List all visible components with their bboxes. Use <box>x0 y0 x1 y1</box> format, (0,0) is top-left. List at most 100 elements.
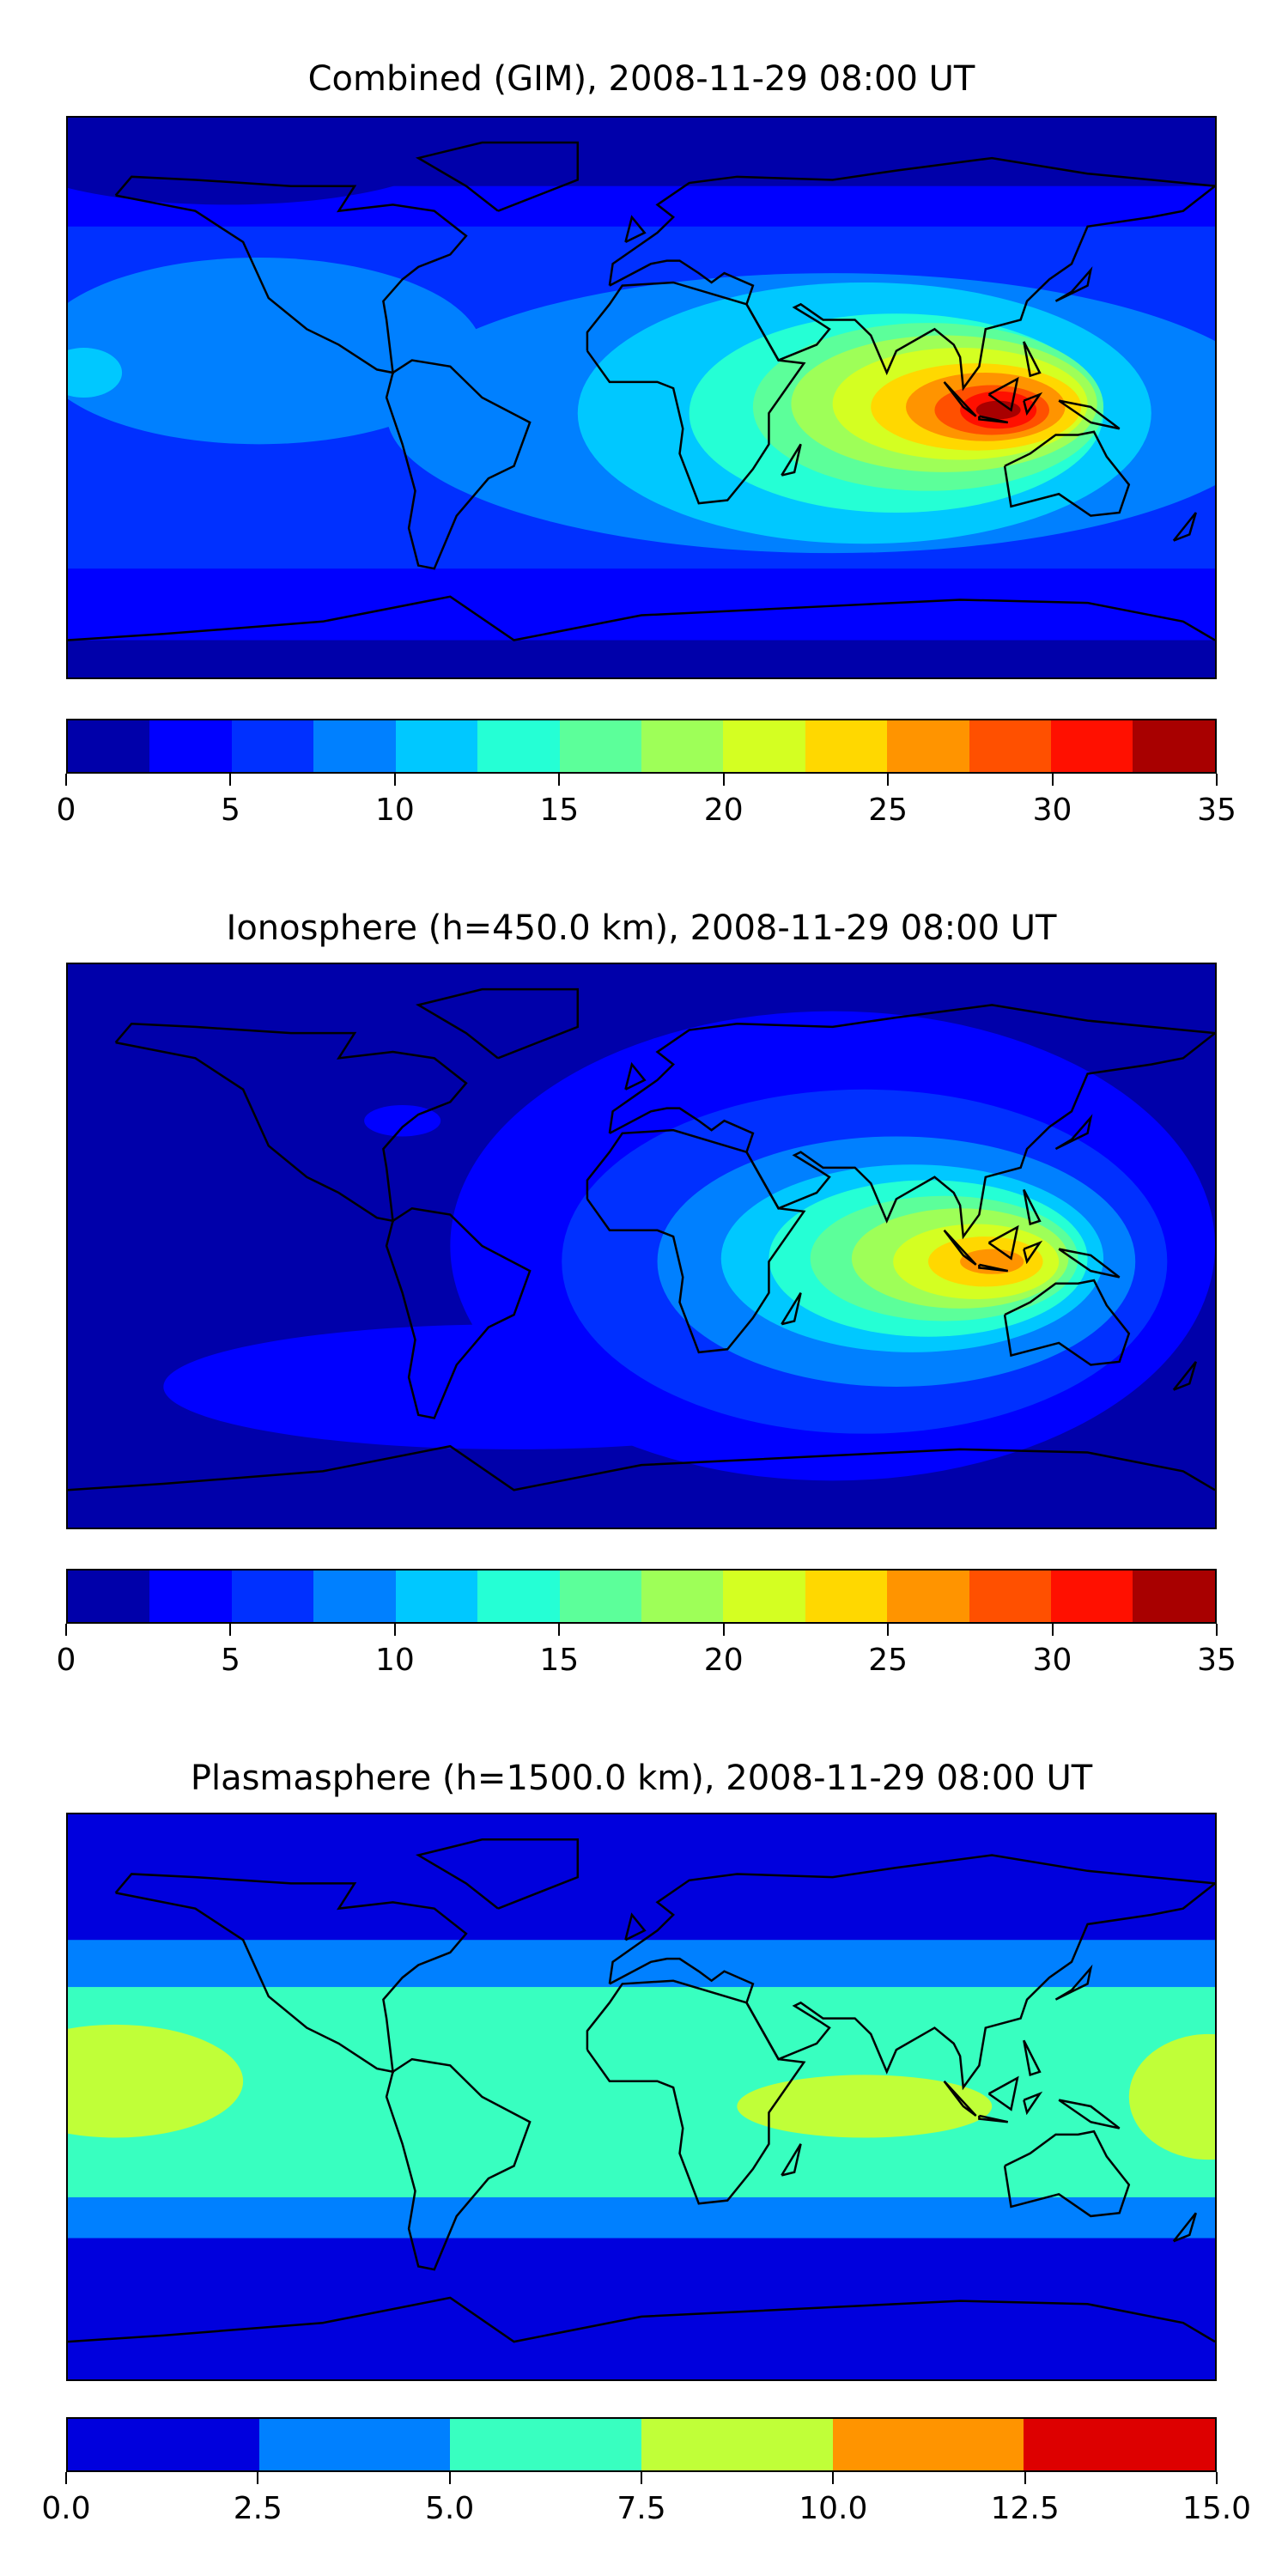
colorbar-segment <box>805 720 888 772</box>
coastline <box>116 1024 466 1221</box>
colorbar-tick-label: 35 <box>1197 1643 1236 1678</box>
colorbar-tick-label: 15 <box>539 1643 580 1678</box>
colorbar-tick-label: 20 <box>703 793 744 828</box>
coastline <box>1005 432 1129 516</box>
coastline <box>610 1005 1215 1236</box>
coastline <box>989 1227 1018 1258</box>
panel-3-colorbar <box>66 2417 1217 2472</box>
colorbar-segment <box>258 2419 451 2470</box>
colorbar-tick-label: 25 <box>868 1643 908 1678</box>
contour-level-10 <box>960 1249 1024 1274</box>
panel-1-colorbar-ticks: 0 5 10 15 20 25 30 35 <box>57 774 1236 842</box>
colorbar-segment <box>641 720 724 772</box>
colorbar-segment <box>641 1571 724 1622</box>
colorbar-segment <box>559 1571 641 1622</box>
coastline <box>979 2116 1007 2122</box>
colorbar-segment <box>313 1571 396 1622</box>
colorbar-segment <box>1133 720 1215 772</box>
colorbar-tick-label: 5 <box>220 793 240 828</box>
coastline <box>945 1230 976 1265</box>
colorbar-tick <box>1051 1624 1054 1636</box>
panel-1-map <box>66 116 1217 679</box>
colorbar-tick-label: 5.0 <box>425 2491 475 2526</box>
colorbar-segment <box>723 720 805 772</box>
colorbar-segment <box>313 720 396 772</box>
colorbar-tick-label: 0.0 <box>41 2491 91 2526</box>
coastline <box>386 2059 530 2269</box>
colorbar-segment <box>231 1571 314 1622</box>
colorbar-segment <box>887 1571 969 1622</box>
coastline <box>1174 1362 1196 1390</box>
coastline <box>1174 2213 1196 2241</box>
contour-level-3 <box>737 2075 993 2138</box>
contour-level-2 <box>68 1987 1215 2197</box>
colorbar-tick <box>1216 1624 1218 1636</box>
colorbar-tick-label: 7.5 <box>617 2491 666 2526</box>
coastline <box>1005 2131 1129 2216</box>
panel-1-title: Combined (GIM), 2008-11-29 08:00 UT <box>307 59 975 99</box>
map-svg <box>68 118 1215 677</box>
coastline <box>625 1065 644 1090</box>
coastline <box>1055 1118 1091 1149</box>
coastline <box>989 379 1018 410</box>
colorbar-tick <box>65 2472 67 2484</box>
coastline <box>781 1293 800 1324</box>
colorbar-tick <box>257 2472 259 2484</box>
coastline <box>386 1208 530 1418</box>
coastline <box>587 283 804 503</box>
map-svg <box>68 964 1215 1528</box>
coastline <box>945 2081 976 2116</box>
coastline <box>781 444 800 475</box>
colorbar-tick-label: 25 <box>868 793 908 828</box>
colorbar-tick-label: 15.0 <box>1182 2491 1252 2526</box>
colorbar-segment <box>1051 1571 1133 1622</box>
coastline <box>418 989 578 1058</box>
colorbar-tick <box>722 774 725 786</box>
coastline <box>610 1856 1215 2088</box>
colorbar-tick <box>641 2472 642 2484</box>
colorbar-tick <box>65 1624 67 1636</box>
colorbar-segment <box>641 2419 833 2470</box>
coastline <box>1055 1968 1091 2000</box>
coastline <box>945 382 976 416</box>
panel-2-colorbar-ticks: 0 5 10 15 20 25 30 35 <box>57 1624 1236 1692</box>
panel-3-title: Plasmasphere (h=1500.0 km), 2008-11-29 0… <box>190 1759 1093 1798</box>
colorbar-segment <box>395 720 478 772</box>
colorbar-segment <box>477 720 560 772</box>
colorbar-segment <box>723 1571 805 1622</box>
contour-level-4 <box>68 348 123 398</box>
coastline <box>1024 2093 1040 2112</box>
coastline <box>1059 401 1120 429</box>
coastline <box>386 361 530 569</box>
colorbar-tick <box>832 2472 835 2484</box>
coastline <box>1024 2040 1040 2075</box>
coastline <box>625 217 644 242</box>
colorbar-tick-label: 30 <box>1032 1643 1072 1678</box>
contour-level-0 <box>68 640 1215 677</box>
colorbar-tick <box>887 1624 890 1636</box>
coastline <box>1174 513 1196 541</box>
colorbar-segment <box>969 720 1052 772</box>
contour-level-0 <box>68 118 451 205</box>
colorbar-segment <box>559 720 641 772</box>
colorbar-tick <box>558 1624 561 1636</box>
colorbar-tick <box>558 774 561 786</box>
colorbar-tick-label: 2.5 <box>233 2491 283 2526</box>
colorbar-segment <box>68 2419 259 2470</box>
coastline <box>1024 394 1040 413</box>
colorbar-tick-label: 10 <box>374 1643 415 1678</box>
coastline <box>979 1265 1007 1271</box>
colorbar-tick-label: 0 <box>56 1643 76 1678</box>
coastline <box>625 1915 644 1940</box>
colorbar-segment <box>149 1571 232 1622</box>
coastline <box>979 416 1007 422</box>
coastline <box>68 2298 1215 2342</box>
colorbar-tick <box>393 1624 396 1636</box>
contour-level-3 <box>68 2024 244 2138</box>
colorbar-tick <box>65 774 67 786</box>
panel-2-colorbar <box>66 1569 1217 1624</box>
coastline <box>587 1130 804 1352</box>
colorbar-segment <box>1024 2419 1216 2470</box>
colorbar-tick <box>393 774 396 786</box>
coastline <box>1059 1249 1120 1278</box>
